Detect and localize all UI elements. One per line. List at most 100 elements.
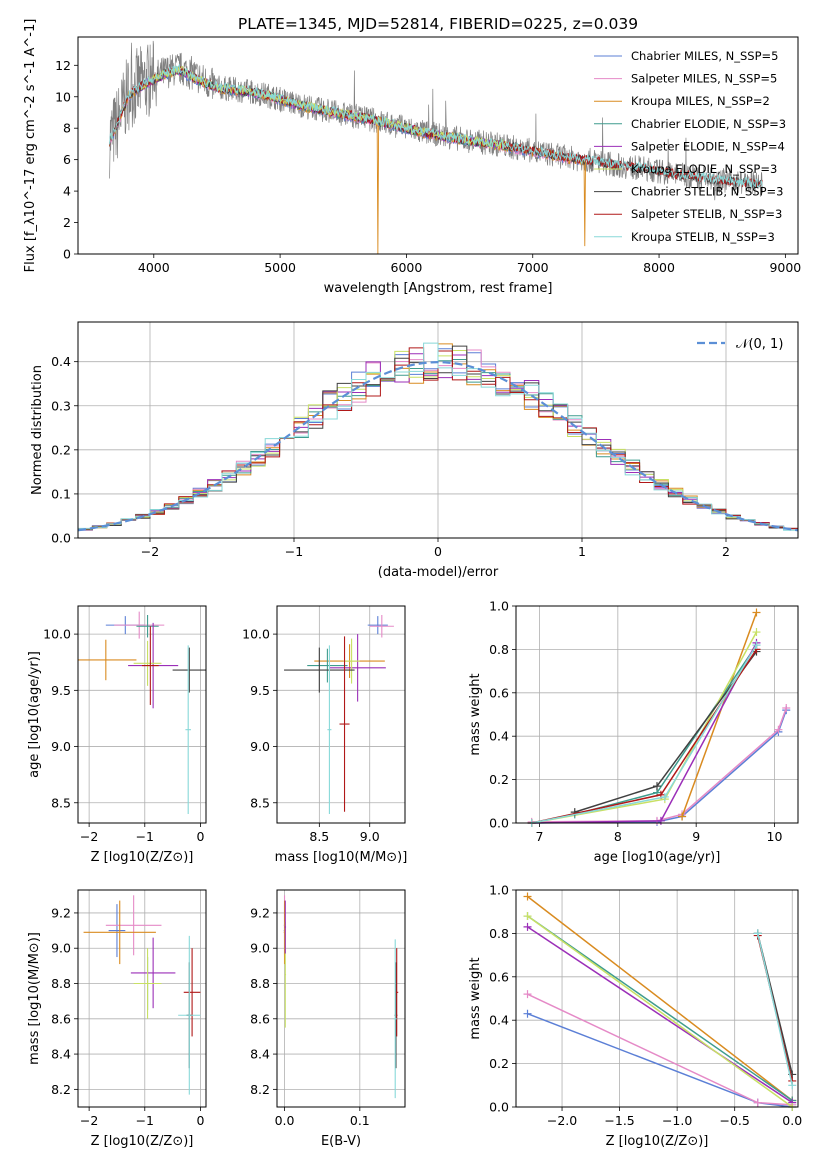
y-tick-label: 9.2: [51, 905, 71, 920]
axes-mass_vs_ebv: 0.0 0.1 8.2 8.4 8.6 8.8 9.0 9.2 E(B-V): [250, 889, 406, 1149]
y-axis-label: mass [log10(M/M⊙)]: [27, 932, 42, 1065]
series-marker: [660, 792, 669, 801]
axes-age_vs_mass: 8.5 9.0 8.5 9.0 9.5 10.0 mass [log10(M/M⊙)]: [242, 605, 408, 865]
x-tick-label: −1: [285, 544, 303, 559]
series-marker: [656, 816, 665, 825]
x-axis-label: E(B-V): [321, 1134, 361, 1149]
axes-frame: [77, 889, 207, 1108]
series-line: [527, 915, 793, 1102]
y-tick-label: 0.8: [489, 642, 509, 657]
y-tick-label: 0.4: [51, 354, 71, 369]
series-line: [681, 612, 758, 817]
y-tick-label: 0.0: [489, 816, 509, 831]
x-tick-label: −2: [80, 829, 98, 844]
legend-label: Chabrier STELIB, N_SSP=3: [631, 185, 783, 199]
x-tick-label: 1: [578, 544, 586, 559]
x-tick-label: −1.5: [604, 1113, 634, 1128]
x-tick-label: −1: [136, 1113, 154, 1128]
y-tick-label: 0.0: [489, 1100, 509, 1115]
series-line: [527, 1012, 793, 1108]
series-marker: [523, 892, 532, 901]
x-axis-label: Z [log10(Z/Z⊙)]: [91, 1134, 194, 1149]
series-marker: [752, 608, 761, 617]
y-tick-label: 0.1: [51, 486, 71, 501]
y-tick-label: 8.5: [51, 795, 71, 810]
legend-label: Kroupa MILES, N_SSP=2: [631, 94, 770, 108]
series-line: [527, 895, 793, 1102]
x-tick-label: −1: [136, 829, 154, 844]
legend-label: Kroupa STELIB, N_SSP=3: [631, 230, 775, 244]
legend-label: 𝒩(0, 1): [736, 337, 783, 352]
series-marker: [782, 703, 791, 712]
y-tick-label: 10.0: [242, 627, 270, 642]
errorbars-age_vs_mass: [284, 614, 394, 815]
y-tick-label: 0.4: [489, 729, 509, 744]
residual-legend: 𝒩(0, 1): [697, 337, 783, 352]
series-massweight_vs_age: [527, 608, 791, 827]
y-tick-label: 1.0: [489, 599, 509, 614]
axes-frame: [276, 889, 406, 1108]
series-marker: [752, 641, 761, 650]
x-tick-label: 9: [692, 829, 700, 844]
x-axis-label: (data-model)/error: [378, 565, 499, 580]
x-axis-label: Z [log10(Z/Z⊙)]: [606, 1134, 709, 1149]
x-tick-label: 6000: [391, 260, 423, 275]
axes-frame: [77, 321, 799, 539]
y-tick-label: 0.0: [51, 531, 71, 546]
x-tick-label: 10: [767, 829, 783, 844]
y-tick-label: 8.8: [250, 976, 270, 991]
axes-spectrum: 4000 5000 6000 7000 8000 9000 0 2 4 6 8 10 12 wavelen…: [23, 19, 801, 296]
y-tick-label: 4: [63, 184, 71, 199]
series-massweight_vs_Z: [523, 892, 797, 1111]
x-tick-label: 0.0: [782, 1113, 802, 1128]
x-axis-label: Z [log10(Z/Z⊙)]: [91, 850, 194, 865]
y-axis-label: mass weight: [468, 673, 483, 755]
axes-frame: [515, 889, 799, 1108]
y-axis-label: age [log10(age/yr)]: [27, 651, 42, 778]
y-tick-label: 0.2: [51, 442, 71, 457]
axes-residuals: −2 −1 0 1 2 0.0 0.1 0.2 0.3 0.4 (data-model)/error…: [30, 321, 799, 580]
series-line: [527, 926, 793, 1104]
histogram-lines: [78, 342, 798, 533]
y-tick-label: 0.3: [51, 398, 71, 413]
axes-massweight_vs_age: 7 8 9 10 0.0 0.2 0.4 0.6 0.8 1.0 age [log10(age/yr…: [468, 599, 799, 865]
gaussian-curve: [78, 361, 798, 532]
legend-label: Salpeter MILES, N_SSP=5: [631, 72, 777, 86]
x-tick-label: 0: [196, 1113, 204, 1128]
axes-frame: [515, 605, 799, 824]
series-marker: [788, 1081, 797, 1090]
x-axis-label: wavelength [Angstrom, rest frame]: [324, 281, 553, 296]
y-axis-label: Normed distribution: [30, 365, 45, 495]
y-tick-label: 12: [55, 58, 71, 73]
x-tick-label: 9000: [769, 260, 801, 275]
y-tick-label: 8.4: [51, 1047, 71, 1062]
x-tick-label: 2: [722, 544, 730, 559]
y-tick-label: 0.6: [489, 685, 509, 700]
x-axis-label: mass [log10(M/M⊙)]: [275, 850, 408, 865]
y-tick-label: 9.0: [250, 941, 270, 956]
y-tick-label: 2: [63, 215, 71, 230]
axes-massweight_vs_Z: −2.0 −1.5 −1.0 −0.5 0.0 0.0 0.2 0.4 0.6 0.8 1.0 Z […: [468, 883, 802, 1150]
y-tick-label: 9.5: [51, 683, 71, 698]
x-tick-label: 0: [196, 829, 204, 844]
model-spectrum-kroupa_miles: [109, 66, 586, 254]
y-tick-label: 8.5: [250, 795, 270, 810]
y-tick-label: 9.5: [250, 683, 270, 698]
series-marker: [752, 628, 761, 637]
y-tick-label: 10: [55, 89, 71, 104]
axes-mass_vs_Z: −2 −1 0 8.2 8.4 8.6 8.8 9.0 9.2 Z [log10(Z/Z⊙)] ma…: [27, 889, 207, 1149]
y-tick-label: 8.8: [51, 976, 71, 991]
axes-frame: [77, 36, 799, 255]
x-tick-label: 9.0: [360, 829, 380, 844]
y-tick-label: 8.2: [51, 1082, 71, 1097]
errorbars-mass_vs_Z: [83, 895, 201, 1095]
series-marker: [753, 1098, 762, 1107]
figure-title: PLATE=1345, MJD=52814, FIBERID=0225, z=0…: [238, 15, 638, 33]
series-marker: [523, 1009, 532, 1018]
legend-label: Salpeter ELODIE, N_SSP=4: [631, 139, 785, 153]
x-axis-label: age [log10(age/yr)]: [594, 850, 721, 865]
legend-label: Chabrier ELODIE, N_SSP=3: [631, 117, 786, 131]
y-tick-label: 8.2: [250, 1082, 270, 1097]
y-axis-label: mass weight: [468, 957, 483, 1039]
